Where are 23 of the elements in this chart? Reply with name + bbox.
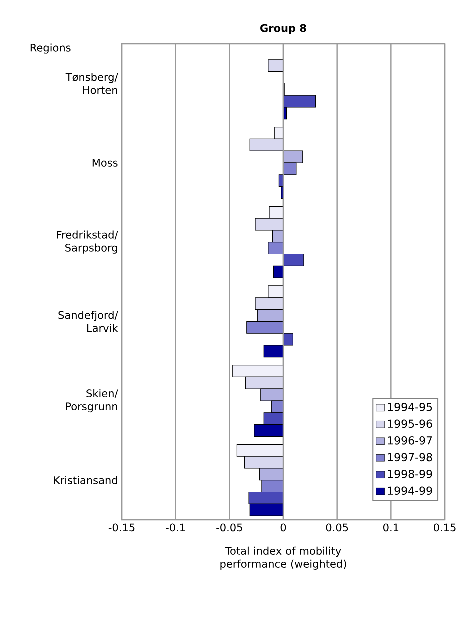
legend-label: 1997-98 bbox=[388, 453, 432, 462]
legend-label: 1994-95 bbox=[388, 403, 432, 412]
x-tick-label: 0.05 bbox=[326, 524, 348, 532]
legend-label: 1996-97 bbox=[388, 436, 432, 445]
y-tick-label: Sandefjord/ Larvik bbox=[58, 311, 118, 332]
x-tick-label: -0.15 bbox=[108, 524, 135, 532]
x-tick-label: 0.15 bbox=[434, 524, 456, 532]
y-axis-title: Regions bbox=[30, 44, 71, 54]
x-tick-label: 0.1 bbox=[384, 524, 399, 532]
y-tick-label: Kristiansand bbox=[54, 476, 118, 484]
x-axis-title: Total index of mobility performance (weighted) bbox=[220, 546, 346, 570]
x-tick-label: -0.1 bbox=[166, 524, 186, 532]
bar bbox=[268, 60, 284, 72]
chart-title: Group 8 bbox=[260, 24, 306, 34]
x-tick-label: 0 bbox=[280, 524, 286, 532]
y-tick-label: Moss bbox=[92, 159, 118, 167]
legend-label: 1994-99 bbox=[388, 486, 432, 496]
y-tick-label: Tønsberg/ Horten bbox=[66, 73, 118, 94]
legend-label: 1998-99 bbox=[388, 470, 432, 478]
y-tick-label: Fredrikstad/ Sarpsborg bbox=[57, 230, 118, 254]
y-tick-label: Skien/ Porsgrunn bbox=[66, 389, 118, 413]
legend-label: 1995-96 bbox=[388, 420, 432, 428]
x-tick-label: -0.05 bbox=[216, 524, 242, 532]
